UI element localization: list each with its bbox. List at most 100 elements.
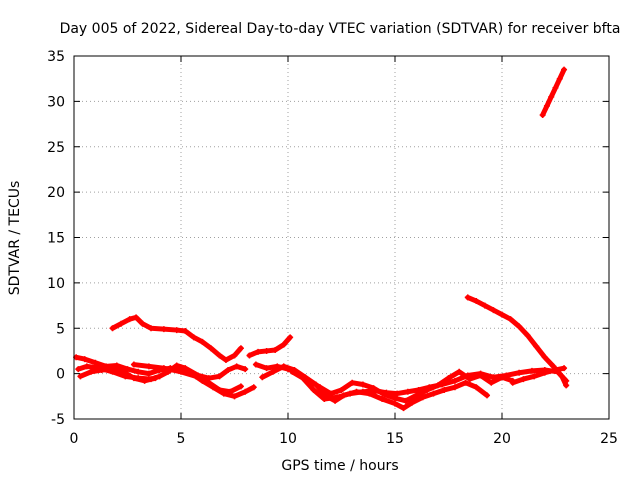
data-point: [404, 388, 411, 395]
data-point: [77, 373, 84, 380]
data-point: [233, 363, 240, 370]
data-point: [135, 368, 142, 375]
series-arc-3: [77, 366, 159, 384]
data-point: [451, 377, 458, 384]
data-point: [173, 327, 180, 334]
data-point: [270, 368, 277, 375]
data-point: [392, 395, 398, 402]
y-tick-label: -5: [51, 412, 65, 428]
data-point: [255, 348, 262, 355]
data-point: [338, 386, 345, 393]
data-point: [156, 373, 163, 380]
data-point: [263, 347, 270, 354]
data-point: [92, 359, 99, 366]
data-point: [359, 388, 366, 395]
data-point: [120, 368, 127, 375]
data-point: [113, 362, 120, 369]
data-point: [509, 379, 516, 386]
data-point: [216, 373, 223, 380]
data-point: [451, 384, 458, 391]
data-point: [327, 390, 334, 397]
y-axis-ticks: -5 0 5 10 15 20 25 30 35: [47, 49, 609, 428]
data-point: [503, 372, 510, 379]
x-tick-label: 15: [386, 431, 404, 447]
data-point: [379, 396, 386, 403]
data-point: [310, 386, 317, 393]
data-point: [439, 381, 446, 388]
x-tick-label: 5: [177, 431, 186, 447]
data-point: [178, 368, 184, 375]
data-point: [145, 370, 152, 377]
data-point: [473, 384, 480, 391]
data-point: [207, 345, 214, 352]
data-point: [359, 381, 366, 388]
data-point: [231, 393, 238, 400]
data-point: [280, 341, 287, 348]
series-arc-6: [246, 334, 294, 359]
data-point: [242, 366, 249, 373]
data-point: [558, 373, 565, 380]
data-point: [227, 388, 234, 395]
data-point: [426, 384, 433, 391]
data-point: [456, 368, 463, 375]
data-point: [430, 390, 437, 397]
data-point: [413, 392, 420, 399]
data-point: [133, 314, 140, 321]
data-point: [287, 334, 294, 341]
data-point: [81, 356, 88, 363]
data-point: [334, 394, 341, 401]
data-point: [199, 338, 206, 345]
data-point: [561, 66, 568, 73]
series-arc-5: [130, 361, 244, 395]
y-tick-label: 25: [47, 140, 65, 156]
data-point: [83, 363, 90, 370]
grid-lines: [74, 56, 609, 419]
data-point: [88, 368, 95, 375]
data-point: [419, 394, 426, 401]
data-point: [392, 400, 398, 407]
x-tick-label: 10: [279, 431, 297, 447]
data-point: [473, 298, 480, 305]
data-point: [130, 375, 137, 382]
data-point: [109, 366, 116, 373]
data-point: [139, 320, 146, 327]
data-point: [561, 365, 568, 372]
x-tick-label: 0: [70, 431, 79, 447]
data-point: [152, 375, 159, 382]
data-point: [182, 327, 189, 334]
data-point: [141, 377, 148, 384]
y-tick-label: 30: [47, 94, 65, 110]
data-point: [98, 366, 105, 373]
data-point: [490, 374, 497, 381]
series-line: [540, 67, 567, 118]
data-point: [516, 369, 523, 376]
data-point: [349, 379, 356, 386]
data-point: [289, 368, 296, 375]
y-axis-label: SDTVAR / TECUs: [7, 181, 23, 296]
data-point: [409, 399, 416, 406]
data-point: [148, 325, 155, 332]
data-point: [118, 320, 125, 327]
data-point: [507, 316, 514, 323]
data-point: [462, 379, 469, 386]
data-point: [477, 370, 484, 377]
data-point: [484, 392, 491, 399]
data-point: [182, 365, 189, 372]
data-point: [524, 332, 531, 339]
data-point: [394, 390, 401, 397]
data-point: [402, 397, 409, 404]
data-point: [124, 366, 131, 373]
data-point: [520, 376, 527, 383]
series-arc-12: [539, 66, 568, 118]
data-point: [533, 343, 540, 350]
data-point: [145, 363, 152, 370]
data-point: [130, 361, 137, 368]
data-point: [488, 379, 495, 386]
y-tick-label: 20: [47, 185, 65, 201]
data-point: [499, 311, 505, 318]
data-point: [516, 323, 523, 330]
data-point: [272, 347, 279, 354]
data-point: [464, 372, 471, 379]
x-axis-ticks: 0 5 10 15 20 25: [70, 56, 618, 447]
y-tick-label: 10: [47, 276, 65, 292]
